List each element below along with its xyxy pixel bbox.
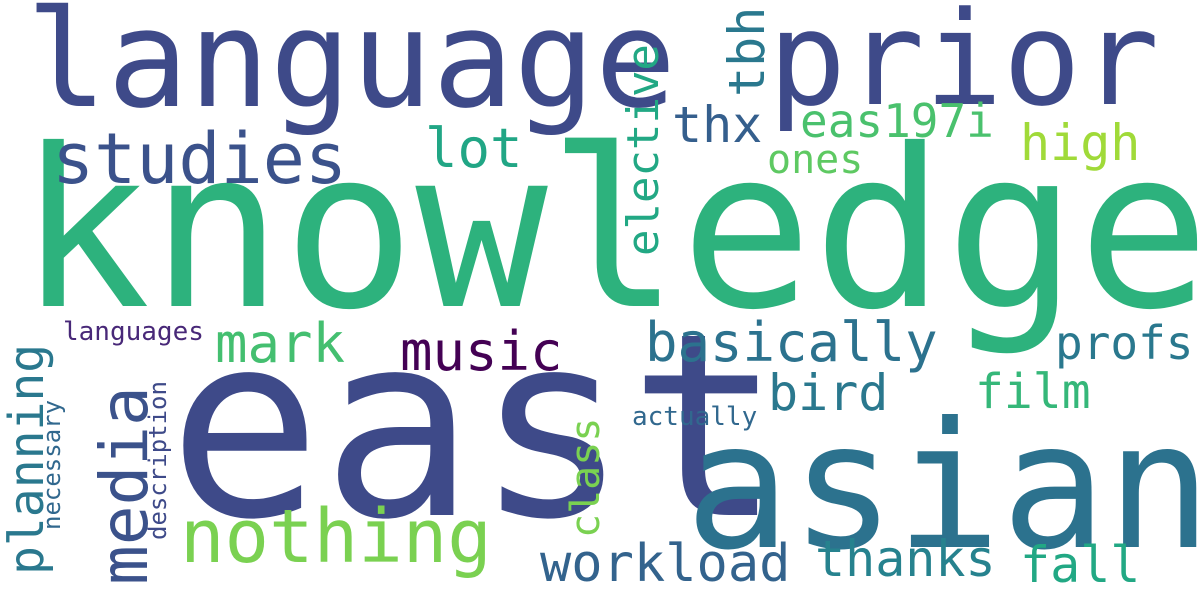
word-eas197i: eas197i bbox=[800, 94, 994, 148]
word-elective: elective bbox=[618, 44, 669, 256]
word-language: language bbox=[26, 0, 677, 138]
word-languages: languages bbox=[63, 317, 204, 347]
word-thanks: thanks bbox=[815, 530, 996, 588]
word-workload: workload bbox=[540, 534, 791, 594]
word-class: class bbox=[563, 417, 609, 538]
word-nothing: nothing bbox=[180, 494, 492, 580]
word-knowledge: knowledge bbox=[18, 102, 1200, 358]
word-bird: bird bbox=[768, 364, 889, 422]
word-ones: ones bbox=[767, 137, 864, 183]
word-music: music bbox=[400, 320, 563, 383]
word-thx: thx bbox=[672, 96, 763, 154]
word-actually: actually bbox=[632, 402, 758, 432]
word-high: high bbox=[1020, 114, 1141, 172]
word-east: east bbox=[168, 279, 783, 576]
word-tbh: tbh bbox=[718, 6, 776, 97]
word-lot: lot bbox=[425, 117, 523, 180]
word-necessary: necessary bbox=[38, 399, 66, 530]
word-fall: fall bbox=[1020, 536, 1141, 594]
word-film: film bbox=[975, 364, 1091, 420]
word-studies: studies bbox=[52, 118, 348, 200]
word-mark: mark bbox=[215, 312, 346, 375]
word-profs: profs bbox=[1055, 316, 1194, 370]
word-description: description bbox=[144, 381, 172, 540]
word-asian: asian bbox=[685, 386, 1200, 589]
word-prior: prior bbox=[768, 0, 1160, 135]
word-basically: basically bbox=[645, 311, 938, 374]
